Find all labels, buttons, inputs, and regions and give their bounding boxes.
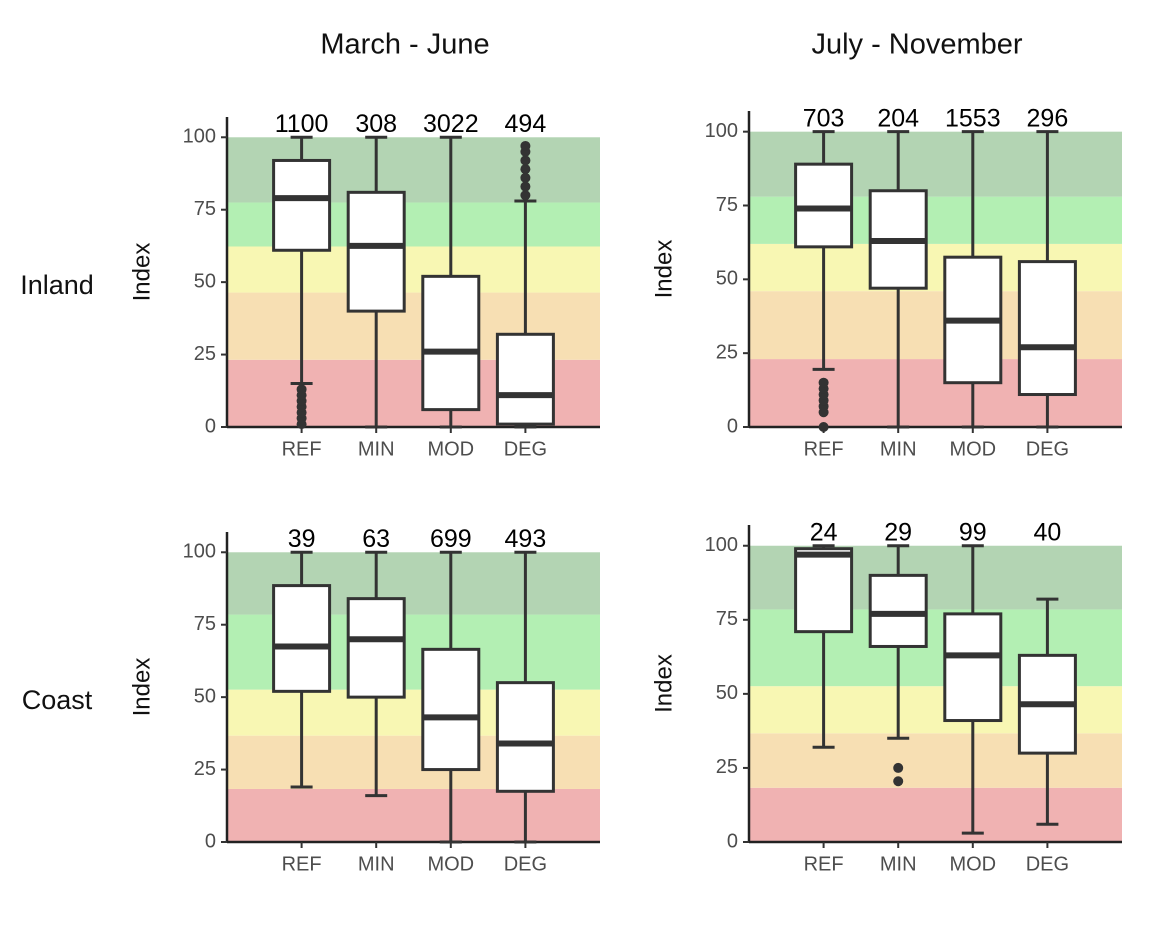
background-band (227, 246, 600, 293)
count-label: 296 (1027, 104, 1069, 132)
outlier (520, 140, 531, 151)
y-tick-label: 100 (183, 541, 216, 563)
y-tick-label: 0 (205, 415, 216, 437)
y-tick-label: 50 (716, 268, 738, 290)
count-label: 493 (505, 525, 547, 553)
x-tick-label: MOD (427, 853, 474, 875)
x-tick-label: MOD (427, 438, 474, 460)
y-tick-label: 0 (727, 830, 738, 852)
y-tick-label: 25 (194, 758, 216, 780)
box (272, 584, 332, 693)
outlier (520, 155, 531, 166)
count-label: 29 (884, 518, 912, 546)
y-tick-label: 25 (716, 341, 738, 363)
count-label: 308 (355, 110, 397, 138)
box (421, 647, 481, 772)
box (272, 158, 332, 252)
box (943, 612, 1003, 723)
y-tick-label: 25 (194, 343, 216, 365)
count-label: 3022 (423, 110, 479, 138)
count-label: 703 (803, 104, 845, 132)
y-tick-label: 100 (705, 534, 738, 556)
outlier (520, 172, 531, 183)
x-tick-label: MIN (880, 438, 917, 460)
y-tick-label: 0 (727, 415, 738, 437)
y-tick-label: 50 (194, 685, 216, 707)
x-tick-label: DEG (1026, 438, 1069, 460)
outlier (520, 190, 531, 201)
y-tick-label: 75 (194, 198, 216, 220)
x-tick-label: REF (804, 438, 844, 460)
box (346, 597, 406, 699)
y-axis-label: Index (128, 658, 155, 717)
outlier (893, 776, 904, 787)
x-tick-label: REF (282, 438, 322, 460)
x-tick-label: MIN (358, 853, 395, 875)
outlier (818, 422, 829, 432)
box (495, 332, 555, 426)
x-tick-label: MOD (949, 853, 996, 875)
y-tick-label: 25 (716, 756, 738, 778)
background-band (749, 787, 1122, 842)
column-title: March - June (320, 29, 489, 61)
box (794, 547, 854, 634)
y-tick-label: 75 (194, 613, 216, 635)
count-label: 1553 (945, 104, 1001, 132)
x-tick-label: DEG (504, 438, 547, 460)
x-tick-label: MIN (880, 853, 917, 875)
y-tick-label: 75 (716, 194, 738, 216)
row-label: Inland (20, 270, 94, 300)
box (346, 190, 406, 313)
y-axis-label: Index (128, 243, 155, 302)
box (1017, 260, 1077, 397)
outlier (893, 762, 904, 773)
count-label: 39 (288, 525, 316, 553)
x-tick-label: MIN (358, 438, 395, 460)
count-label: 40 (1033, 518, 1061, 546)
count-label: 699 (430, 525, 472, 553)
count-label: 204 (877, 104, 919, 132)
outlier (520, 164, 531, 175)
outlier (520, 181, 531, 192)
y-tick-label: 100 (183, 126, 216, 148)
y-tick-label: 50 (194, 270, 216, 292)
y-tick-label: 0 (205, 830, 216, 852)
count-label: 24 (810, 518, 838, 546)
row-label: Coast (22, 685, 93, 715)
box (421, 274, 481, 412)
count-label: 99 (959, 518, 987, 546)
box (495, 681, 555, 793)
x-tick-label: MOD (949, 438, 996, 460)
count-label: 63 (362, 525, 390, 553)
y-tick-label: 50 (716, 682, 738, 704)
count-label: 1100 (275, 110, 329, 138)
x-tick-label: REF (804, 853, 844, 875)
x-tick-label: REF (282, 853, 322, 875)
outlier (296, 384, 307, 395)
background-band (227, 788, 600, 842)
x-tick-label: DEG (504, 853, 547, 875)
y-axis-label: Index (650, 240, 677, 299)
count-label: 494 (505, 110, 547, 138)
y-axis-label: Index (650, 654, 677, 713)
outlier (818, 377, 829, 388)
x-tick-label: DEG (1026, 853, 1069, 875)
column-title: July - November (811, 29, 1022, 61)
y-tick-label: 100 (705, 120, 738, 142)
y-tick-label: 75 (716, 608, 738, 630)
